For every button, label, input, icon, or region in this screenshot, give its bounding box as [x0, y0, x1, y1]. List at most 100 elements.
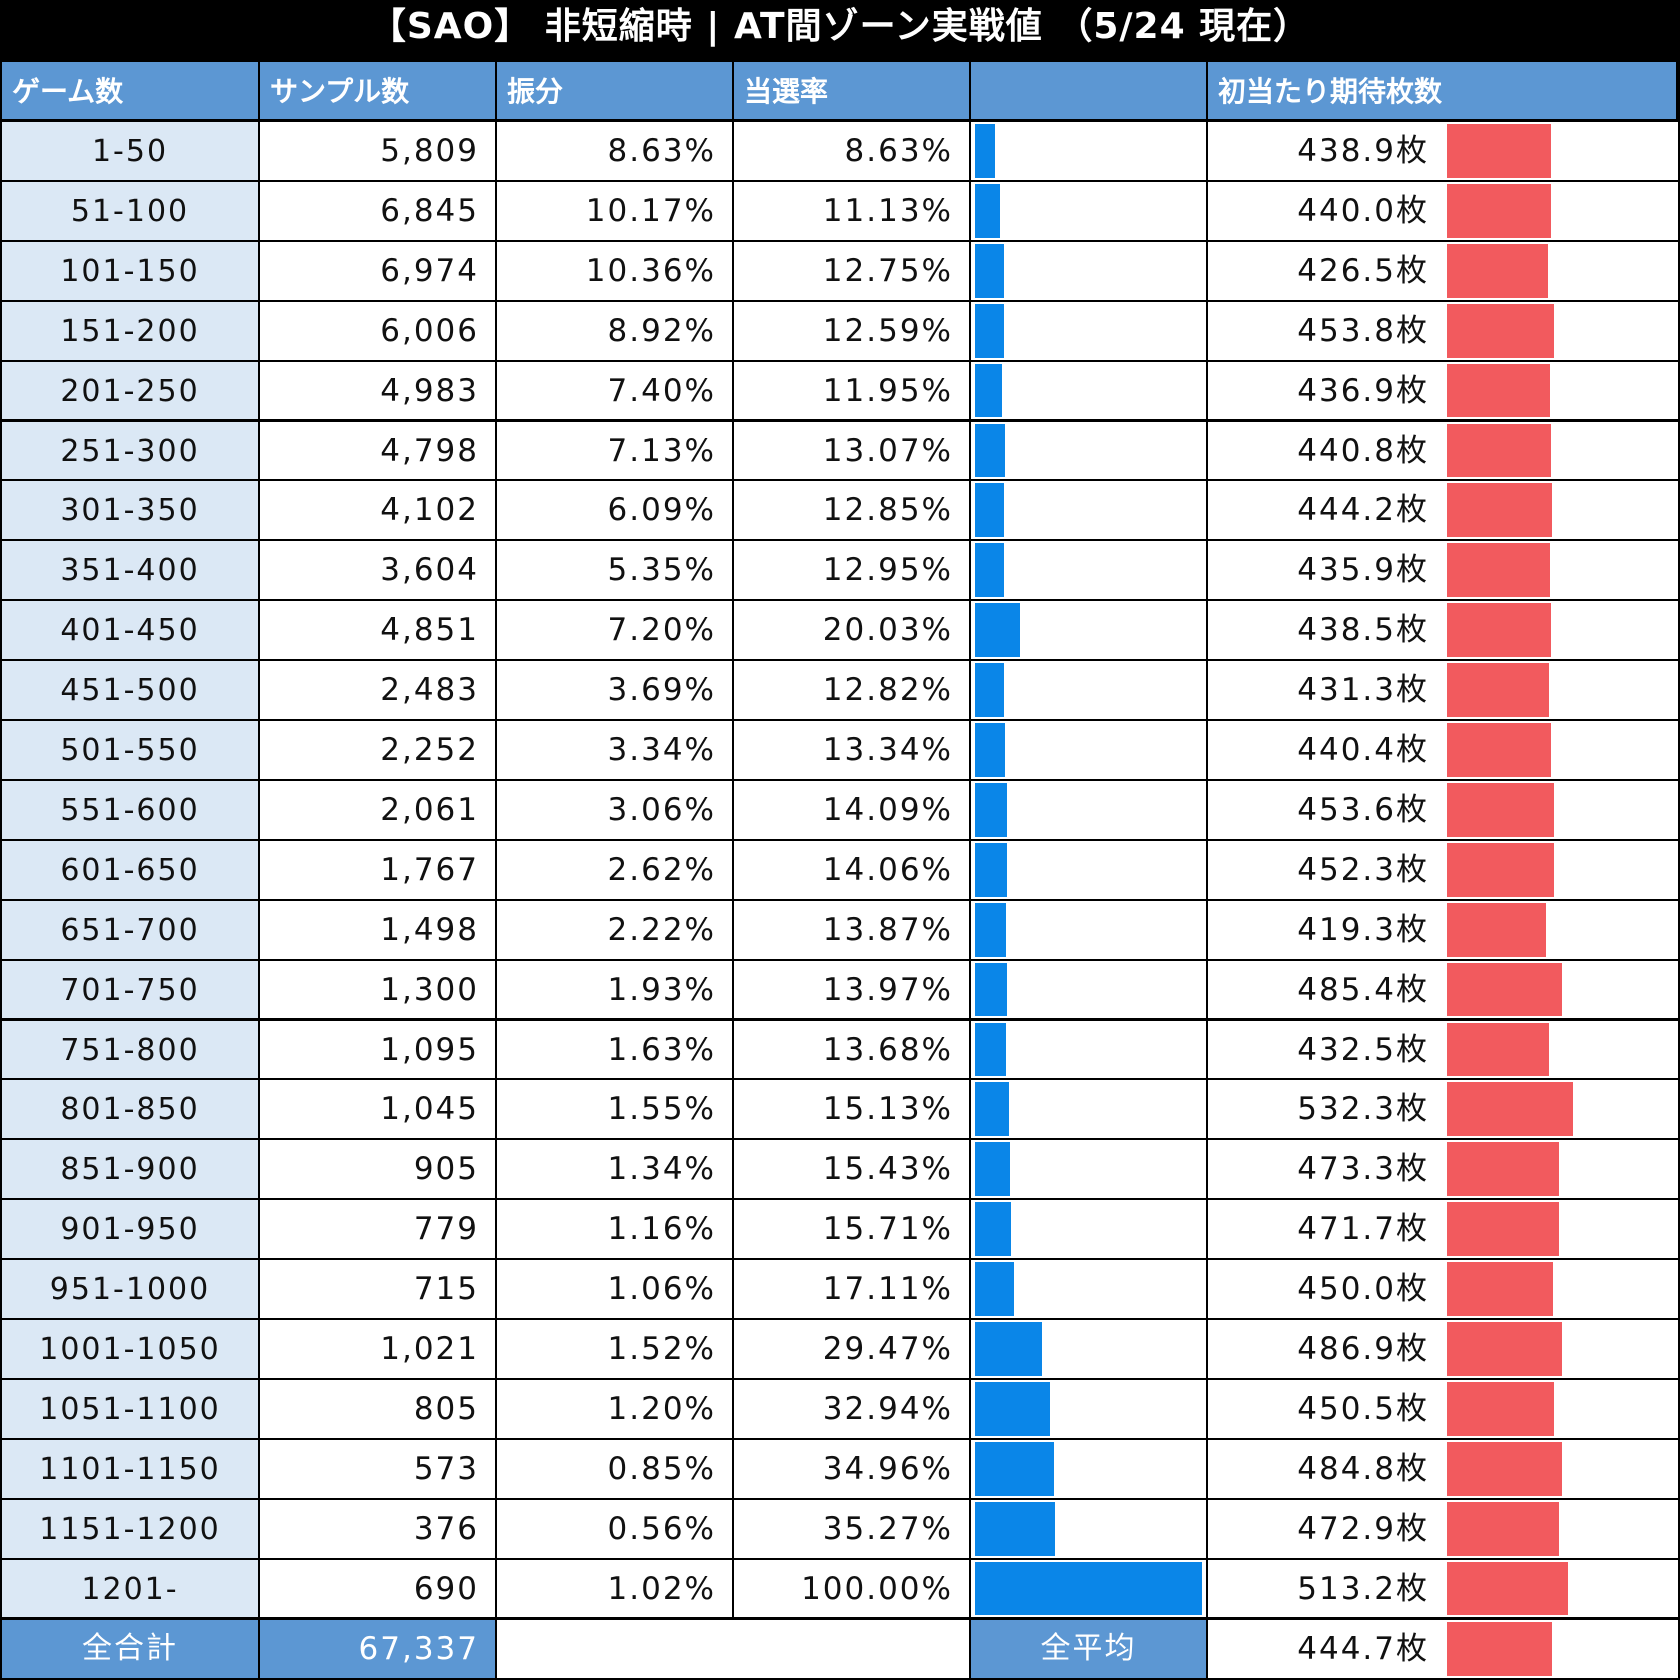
share-cell: 3.34%: [497, 721, 732, 779]
hit-rate-bar: [975, 1142, 1011, 1197]
hit-rate-bar: [975, 1561, 1202, 1616]
expected-coins-value: 440.4枚: [1297, 732, 1429, 768]
share-cell: 1.52%: [497, 1320, 732, 1378]
samples-cell: 2,252: [260, 721, 495, 779]
zone-label: 601-650: [2, 840, 258, 899]
expected-coins-bar: [1447, 1142, 1559, 1197]
hit-rate-bar: [975, 663, 1005, 717]
expected-coins-value: 513.2枚: [1297, 1570, 1429, 1607]
hit-rate-bar: [975, 1262, 1014, 1316]
samples-cell: 6,845: [260, 181, 495, 240]
zone-label: 1151-1200: [2, 1499, 258, 1558]
samples-cell: 1,498: [260, 900, 495, 959]
expected-coins-bar: [1447, 603, 1551, 658]
rate-bar-cell: [971, 181, 1206, 240]
share-cell: 3.69%: [497, 661, 732, 719]
expected-coins-bar: [1447, 303, 1555, 358]
share-cell: 7.40%: [497, 361, 732, 420]
samples-cell: 1,021: [260, 1320, 495, 1378]
expected-coins-bar: [1447, 243, 1548, 298]
expected-coins-value: 444.2枚: [1297, 492, 1429, 529]
hit-rate-bar: [975, 1322, 1042, 1376]
expected-coins-bar: [1447, 1322, 1563, 1376]
samples-cell: 1,767: [260, 840, 495, 899]
expected-coins-cell: [1208, 1140, 1678, 1199]
expected-coins-cell: [1208, 601, 1678, 660]
rate-bar-cell: [971, 301, 1206, 360]
expected-coins-value: 452.3枚: [1297, 851, 1429, 888]
zone-label: 1051-1100: [2, 1379, 258, 1438]
expected-coins-cell: [1208, 301, 1678, 360]
share-cell: 7.20%: [497, 601, 732, 660]
share-cell: 2.22%: [497, 900, 732, 959]
samples-cell: 3,604: [260, 541, 495, 600]
expected-coins-cell: [1208, 1379, 1678, 1438]
samples-cell: 1,095: [260, 1020, 495, 1079]
zone-label: 251-300: [2, 421, 258, 480]
expected-coins-bar: [1447, 124, 1551, 178]
hit-rate-bar: [975, 124, 995, 178]
hit-rate-cell: 14.09%: [734, 780, 969, 839]
expected-coins-bar: [1447, 543, 1551, 598]
hit-rate-cell: 13.07%: [734, 421, 969, 480]
expected-coins-cell: [1208, 780, 1678, 839]
average-label: 全平均: [971, 1619, 1206, 1678]
expected-coins-value: 438.5枚: [1297, 612, 1429, 649]
hit-rate-bar: [975, 603, 1021, 658]
expected-coins-bar: [1447, 423, 1552, 478]
share-cell: 1.55%: [497, 1080, 732, 1139]
samples-cell: 573: [260, 1439, 495, 1498]
average-coins-cell: [1208, 1619, 1678, 1678]
zone-label: 201-250: [2, 361, 258, 420]
expected-coins-cell: [1208, 241, 1678, 300]
hit-rate-bar: [975, 423, 1005, 478]
expected-coins-bar: [1447, 1501, 1559, 1556]
rate-bar-cell: [971, 122, 1206, 180]
share-cell: 7.13%: [497, 421, 732, 480]
hit-rate-cell: 14.06%: [734, 840, 969, 899]
expected-coins-value: 438.9枚: [1297, 133, 1429, 169]
rate-bar-cell: [971, 421, 1206, 480]
zone-label: 701-750: [2, 960, 258, 1019]
share-cell: 1.34%: [497, 1140, 732, 1199]
share-cell: 1.02%: [497, 1559, 732, 1618]
hit-rate-cell: 11.95%: [734, 361, 969, 420]
share-cell: 1.06%: [497, 1260, 732, 1318]
rate-bar-cell: [971, 721, 1206, 779]
expected-coins-cell: [1208, 1499, 1678, 1558]
expected-coins-value: 440.8枚: [1297, 432, 1429, 469]
hit-rate-cell: 12.82%: [734, 661, 969, 719]
rate-bar-cell: [971, 960, 1206, 1019]
expected-coins-cell: [1208, 1020, 1678, 1079]
expected-coins-value: 485.4枚: [1297, 971, 1429, 1008]
zone-label: 1201-: [2, 1559, 258, 1618]
rate-bar-cell: [971, 1080, 1206, 1139]
expected-coins-value: 450.5枚: [1297, 1390, 1429, 1427]
expected-coins-cell: [1208, 1260, 1678, 1318]
rate-bar-cell: [971, 1020, 1206, 1079]
expected-coins-cell: [1208, 361, 1678, 420]
samples-cell: 4,798: [260, 421, 495, 480]
hit-rate-bar: [975, 1381, 1050, 1436]
expected-coins-value: 484.8枚: [1297, 1450, 1429, 1487]
header-share: 振分: [497, 62, 732, 119]
rate-bar-cell: [971, 1140, 1206, 1199]
rate-bar-cell: [971, 361, 1206, 420]
share-cell: 10.36%: [497, 241, 732, 300]
expected-coins-value: 472.9枚: [1297, 1510, 1429, 1547]
expected-coins-cell: [1208, 181, 1678, 240]
expected-coins-cell: [1208, 122, 1678, 180]
share-cell: 3.06%: [497, 780, 732, 839]
total-label: 全合計: [2, 1619, 258, 1678]
hit-rate-bar: [975, 1022, 1007, 1077]
expected-coins-cell: [1208, 721, 1678, 779]
expected-coins-value: 440.0枚: [1297, 192, 1429, 229]
share-cell: 6.09%: [497, 481, 732, 540]
hit-rate-bar: [975, 723, 1006, 777]
zone-label: 101-150: [2, 241, 258, 300]
hit-rate-cell: 13.68%: [734, 1020, 969, 1079]
zone-label: 1101-1150: [2, 1439, 258, 1498]
expected-coins-bar: [1447, 1022, 1550, 1077]
expected-coins-bar: [1447, 1082, 1573, 1137]
expected-coins-bar: [1447, 962, 1562, 1017]
